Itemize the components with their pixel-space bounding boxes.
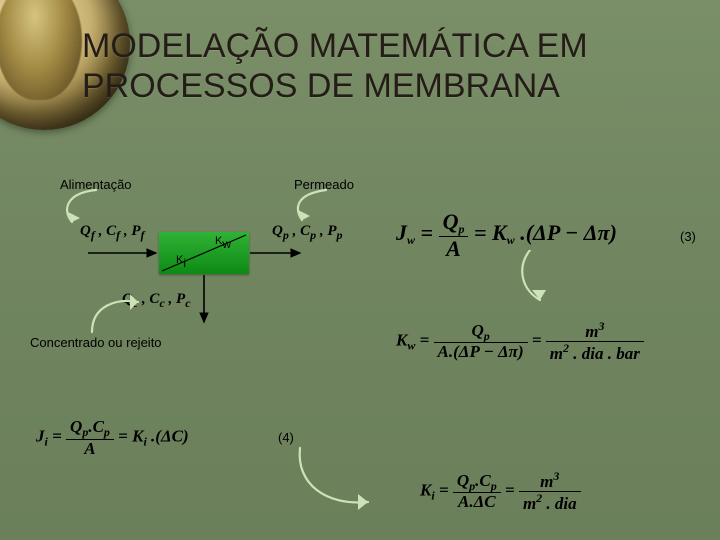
curly-arrow-retentate (90, 292, 154, 338)
eq3-jw: Jw = QpA = Kw .(ΔP − Δπ) (396, 210, 617, 260)
eq-kw-units: Kw = QpA.(ΔP − Δπ) = m3 m2 . dia . bar (396, 320, 644, 363)
curly-arrow-ji-to-ki (296, 446, 384, 524)
eq4-ji: Ji = Qp.CpA = Ki .(ΔC) (36, 418, 189, 457)
curly-arrow-permeate (288, 188, 348, 230)
eq4-number: (4) (278, 430, 294, 445)
slide: MODELAÇÃO MATEMÁTICA EM PROCESSOS DE MEM… (0, 0, 720, 540)
eq3-number: (3) (680, 229, 696, 244)
ki-symbol: Ki (176, 254, 186, 270)
membrane-module: Kw Ki (159, 232, 249, 274)
eq-ki-units: Ki = Qp.CpA.ΔC = m3 m2 . dia (420, 470, 581, 513)
kw-symbol: Kw (215, 235, 231, 251)
curly-arrow-feed (56, 188, 116, 232)
slide-title: MODELAÇÃO MATEMÁTICA EM PROCESSOS DE MEM… (82, 26, 682, 106)
